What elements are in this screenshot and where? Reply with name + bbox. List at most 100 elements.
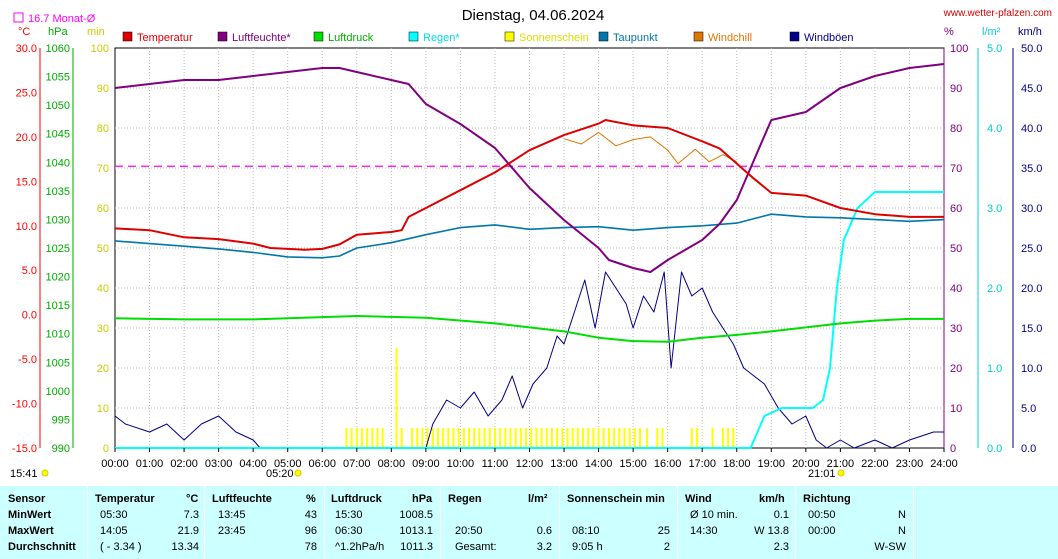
- sunshine-bar: [468, 428, 471, 448]
- sunshine-bar: [478, 428, 481, 448]
- unit-humidity: %: [944, 26, 954, 38]
- stat-temp-val: 7.3: [183, 509, 199, 521]
- stat-hum-val: 78: [304, 541, 317, 553]
- legend-swatch: [789, 31, 800, 42]
- hdr-wind: Wind: [685, 493, 712, 505]
- sunshine-bar: [436, 428, 439, 448]
- stat-wind-time: 14:30: [690, 525, 718, 537]
- site-link[interactable]: www.wetter-pfalzen.com: [943, 8, 1052, 19]
- humidity-tick: 90: [950, 83, 962, 95]
- sunshine-bar: [607, 428, 610, 448]
- stat-temp-val: 21.9: [177, 525, 199, 537]
- series-temperatur: [114, 119, 944, 251]
- sunshine-bar: [457, 428, 460, 448]
- series-windchill: [563, 131, 738, 165]
- chart-title: Dienstag, 04.06.2024: [462, 7, 605, 24]
- sunshine-bar: [447, 428, 450, 448]
- sunshine-bar: [628, 428, 631, 448]
- stat-press-val: 1011.3: [400, 541, 433, 553]
- sunshine-bar: [645, 428, 648, 448]
- x-tick: 16:00: [654, 458, 682, 470]
- hdr-rain: Regen: [448, 493, 482, 505]
- stat-wind-val: 0.1: [773, 509, 789, 521]
- sunshine-bar: [727, 428, 730, 448]
- sunshine-bar: [696, 428, 699, 448]
- humidity-tick: 10: [950, 403, 962, 415]
- temp-tick: 15.0: [16, 176, 37, 188]
- legend-label: Temperatur: [137, 32, 193, 44]
- series-taupunkt: [114, 213, 945, 259]
- humidity-tick: 20: [950, 363, 962, 375]
- sunshine-bar: [431, 428, 434, 448]
- wind-tick: 25.0: [1021, 243, 1042, 255]
- gridlines: [115, 48, 944, 448]
- hdr-sensor: Sensor: [8, 493, 46, 505]
- sunshine-bar: [473, 428, 476, 448]
- stat-rain-val: 0.6: [536, 525, 552, 537]
- sunshine-bar: [525, 428, 528, 448]
- pressure-tick: 1035: [46, 186, 70, 198]
- sunshine-bar: [381, 428, 384, 448]
- sunshine-bar: [550, 428, 553, 448]
- series-luftdruck: [114, 315, 944, 343]
- unit-wind: km/h: [1018, 26, 1042, 38]
- wind-tick: 40.0: [1021, 123, 1042, 135]
- legend-swatch: [408, 31, 419, 42]
- sunshine-bar: [509, 428, 512, 448]
- hdr-press-unit: hPa: [412, 493, 433, 505]
- sunshine-bar: [514, 428, 517, 448]
- x-tick: 19:00: [758, 458, 786, 470]
- x-tick: 20:00: [792, 458, 820, 470]
- sunshine-bar: [576, 428, 579, 448]
- rain-tick: 5.0: [987, 43, 1002, 55]
- x-tick: 21:00: [827, 458, 855, 470]
- rain-tick: 3.0: [987, 203, 1002, 215]
- pressure-tick: 1045: [46, 129, 70, 141]
- hdr-hum: Luftfeuchte: [212, 493, 272, 505]
- wind-tick: 10.0: [1021, 363, 1042, 375]
- pressure-tick: 1020: [46, 272, 70, 284]
- stat-sun-val: 25: [657, 525, 670, 537]
- sun-icon-left: [41, 469, 49, 477]
- minutes-tick: 100: [91, 43, 109, 55]
- unit-rain: l/m²: [982, 26, 1001, 38]
- weather-chart: Dienstag, 04.06.2024 www.wetter-pfalzen.…: [10, 7, 1052, 480]
- x-tick: 05:00: [274, 458, 302, 470]
- sunshine-bar: [493, 428, 496, 448]
- legend-label: Windböen: [804, 32, 854, 44]
- wind-tick: 5.0: [1021, 403, 1036, 415]
- humidity-tick: 100: [950, 43, 968, 55]
- stat-rain-val: 3.2: [536, 541, 552, 553]
- x-tick: 22:00: [861, 458, 889, 470]
- x-tick: 13:00: [550, 458, 578, 470]
- hdr-sun: Sonnenschein min: [567, 493, 665, 505]
- temp-tick: 20.0: [16, 132, 37, 144]
- axis-ticks: 30.0 25.0 20.0 15.0 10.0 5.0 0.0 -5.0 -10.0 -15.0…: [12, 43, 1043, 470]
- sunshine-bar: [545, 428, 548, 448]
- humidity-tick: 30: [950, 323, 962, 335]
- stat-rain-time: Gesamt:: [455, 541, 497, 553]
- x-tick: 18:00: [723, 458, 751, 470]
- unit-temperature: °C: [18, 26, 30, 38]
- sunshine-bars: [345, 348, 735, 448]
- sunshine-bar: [499, 428, 502, 448]
- sunshine-bar: [488, 428, 491, 448]
- sunshine-bar: [582, 428, 585, 448]
- hdr-rain-unit: l/m²: [528, 493, 548, 505]
- minutes-tick: 40: [97, 283, 109, 295]
- rain-tick: 4.0: [987, 123, 1002, 135]
- sunshine-bar: [633, 428, 636, 448]
- temp-tick: 25.0: [16, 87, 37, 99]
- wind-tick: 20.0: [1021, 283, 1042, 295]
- temp-tick: -5.0: [18, 354, 37, 366]
- stat-label: MinWert: [8, 509, 52, 521]
- stat-temp-time: 14:05: [100, 525, 128, 537]
- stat-dir-val: N: [898, 525, 906, 537]
- wind-tick: 15.0: [1021, 323, 1042, 335]
- sunshine-bar: [483, 428, 486, 448]
- x-tick: 09:00: [412, 458, 440, 470]
- pressure-tick: 1030: [46, 214, 70, 226]
- hdr-press: Luftdruck: [331, 493, 382, 505]
- legend-label: Luftfeuchte*: [232, 32, 291, 44]
- sunshine-bar: [623, 428, 626, 448]
